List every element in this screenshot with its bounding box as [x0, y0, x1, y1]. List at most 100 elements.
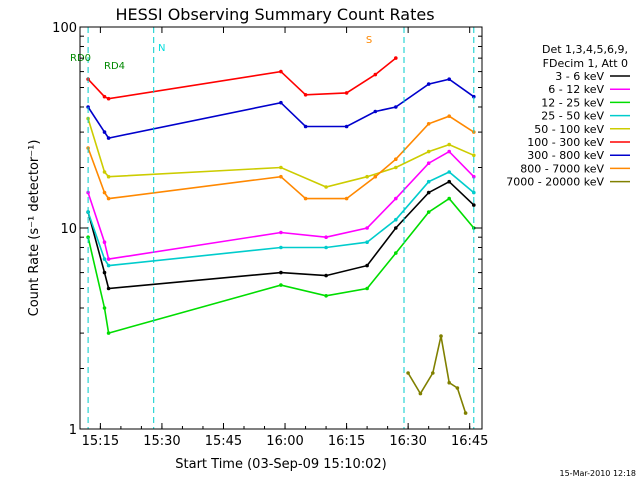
series-5-point-7 — [394, 56, 398, 60]
series-2-point-7 — [426, 210, 431, 214]
series-5-point-3 — [279, 69, 283, 74]
series-0-point-7 — [426, 190, 431, 195]
legend-label-6: 300 - 800 keV — [527, 149, 604, 162]
x-tick-label-2: 15:45 — [205, 434, 242, 449]
legend: Det 1,3,4,5,6,9,FDecim 1, Att 03 - 6 keV… — [506, 43, 630, 189]
series-6-point-3 — [279, 100, 283, 105]
series-3-point-4 — [324, 245, 328, 250]
legend-label-5: 100 - 300 keV — [527, 136, 604, 149]
series-2-point-5 — [365, 286, 369, 291]
series-4-point-6 — [394, 165, 398, 170]
series-2-point-2 — [106, 331, 111, 335]
series-0-point-9 — [472, 203, 476, 207]
series-0-point-6 — [394, 226, 398, 230]
series-3-point-5 — [365, 240, 369, 244]
series-1-point-4 — [324, 235, 328, 239]
series-5-point-4 — [303, 93, 308, 97]
axis-layer: 15:15 15:30 15:45 16:00 16:15 16:30 16:45 1 10 10… — [52, 21, 488, 449]
legend-label-0: 3 - 6 keV — [555, 70, 604, 83]
series-line-2 — [87, 197, 475, 335]
series-7-point-6 — [373, 174, 378, 179]
series-3-point-2 — [106, 263, 111, 268]
series-0-point-3 — [279, 270, 283, 275]
series-2-point-6 — [394, 251, 398, 255]
annotation-label-0: N — [158, 43, 165, 54]
legend-header-1: FDecim 1, Att 0 — [543, 57, 628, 70]
series-8-point-6 — [463, 411, 468, 415]
series-5-point-1 — [102, 94, 107, 99]
x-axis-label: Start Time (03-Sep-09 15:10:02) — [175, 457, 386, 472]
series-line-3 — [87, 171, 475, 267]
series-7-point-5 — [344, 196, 349, 201]
series-8-point-2 — [431, 371, 435, 375]
legend-label-4: 50 - 100 keV — [534, 123, 604, 136]
x-tick-label-0: 15:15 — [82, 434, 119, 449]
x-tick-label-6: 16:45 — [451, 434, 488, 449]
series-3-point-7 — [426, 179, 431, 184]
series-line-6 — [87, 78, 475, 139]
series-6-point-5 — [344, 124, 349, 129]
series-2-point-1 — [102, 306, 107, 310]
series-2-point-3 — [279, 283, 283, 287]
x-tick-label-1: 15:30 — [143, 434, 180, 449]
series-4-point-5 — [365, 174, 369, 179]
series-0-point-8 — [447, 179, 452, 184]
series-3-point-3 — [279, 245, 283, 250]
y-tick-label-1: 10 — [60, 222, 77, 237]
series-4-point-8 — [447, 142, 452, 147]
series-line-1 — [87, 150, 475, 261]
series-7-point-3 — [279, 174, 283, 179]
legend-label-1: 6 - 12 keV — [548, 83, 604, 96]
series-2-point-8 — [447, 196, 452, 201]
annotation-label-3: RD4 — [104, 61, 125, 72]
y-tick-label-2: 100 — [52, 21, 77, 36]
series-4-point-9 — [472, 153, 476, 158]
series-1-point-1 — [102, 240, 107, 244]
x-tick-label-5: 16:30 — [389, 434, 426, 449]
series-5-point-2 — [106, 96, 111, 101]
series-4-point-1 — [102, 170, 107, 174]
series-1-point-9 — [472, 174, 476, 179]
series-7-point-7 — [394, 157, 398, 161]
series-7-point-2 — [106, 196, 111, 201]
series-4-point-3 — [279, 165, 283, 170]
series-4-point-7 — [426, 149, 431, 154]
series-6-point-7 — [394, 105, 398, 109]
series-line-0 — [87, 180, 475, 290]
legend-label-3: 25 - 50 keV — [541, 110, 604, 123]
series-line-4 — [87, 118, 475, 188]
series-0-point-2 — [106, 286, 111, 291]
series-5-point-5 — [344, 91, 349, 95]
timestamp: 15-Mar-2010 12:18 — [560, 469, 637, 478]
series-line-8 — [407, 335, 467, 414]
plot-frame — [79, 26, 483, 430]
series-5-point-6 — [373, 72, 378, 77]
series-6-point-4 — [303, 124, 308, 129]
series-7-point-4 — [303, 196, 308, 201]
y-tick-label-0: 1 — [69, 423, 77, 438]
series-line-5 — [87, 57, 397, 100]
series-7-point-8 — [426, 122, 431, 126]
series-6-point-9 — [447, 77, 452, 81]
series-1-point-3 — [279, 230, 283, 235]
series-8-point-5 — [455, 386, 460, 390]
series-8-point-3 — [439, 334, 443, 338]
series-8-point-1 — [418, 391, 423, 396]
annotation-label-1: S — [366, 35, 372, 46]
series-3-point-1 — [102, 257, 107, 261]
series-layer — [86, 56, 476, 415]
series-6-point-2 — [106, 136, 111, 140]
series-3-point-6 — [394, 217, 398, 222]
series-8-point-0 — [406, 371, 410, 375]
y-axis-label: Count Rate (s⁻¹ detector⁻¹) — [27, 140, 42, 317]
series-7-point-1 — [102, 190, 107, 195]
series-0-point-1 — [102, 270, 107, 275]
legend-label-7: 800 - 7000 keV — [520, 162, 604, 175]
x-tick-label-4: 16:15 — [328, 434, 365, 449]
series-4-point-4 — [324, 185, 328, 189]
legend-header-0: Det 1,3,4,5,6,9, — [542, 43, 628, 56]
series-0-point-5 — [365, 263, 369, 268]
series-1-point-6 — [394, 196, 398, 201]
